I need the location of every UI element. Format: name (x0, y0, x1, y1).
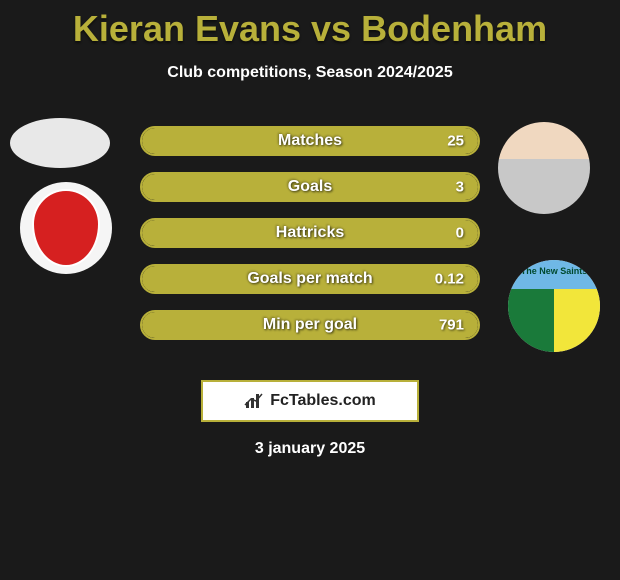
stat-bar: Goals 3 (140, 172, 480, 202)
stat-bar: Min per goal 791 (140, 310, 480, 340)
club-left-badge (20, 182, 112, 274)
footer-date: 3 january 2025 (0, 440, 620, 458)
club-right-green (508, 289, 554, 352)
stat-bar: Goals per match 0.12 (140, 264, 480, 294)
stat-label: Matches (278, 132, 342, 150)
stat-value-right: 0.12 (435, 271, 464, 288)
site-name: FcTables.com (270, 392, 376, 410)
stat-bars: Matches 25 Goals 3 Hattricks 0 Goals per match… (140, 126, 480, 356)
site-badge: FcTables.com (201, 380, 419, 422)
club-right-yellow (554, 289, 600, 352)
player-left-avatar (10, 118, 110, 168)
stat-label: Goals per match (247, 270, 372, 288)
stat-bar: Matches 25 (140, 126, 480, 156)
chart-icon (244, 392, 266, 410)
stat-value-right: 0 (456, 225, 464, 242)
club-left-shield (32, 189, 100, 267)
comparison-area: The New Saints Matches 25 Goals 3 Hattricks 0… (0, 112, 620, 372)
stat-value-right: 3 (456, 179, 464, 196)
club-right-colors (508, 289, 600, 352)
stat-bar: Hattricks 0 (140, 218, 480, 248)
page-title: Kieran Evans vs Bodenham (0, 0, 620, 50)
stat-label: Min per goal (263, 316, 357, 334)
stat-value-right: 791 (439, 317, 464, 334)
club-right-band: The New Saints (508, 260, 600, 289)
page-subtitle: Club competitions, Season 2024/2025 (0, 64, 620, 82)
player-right-avatar (498, 122, 590, 214)
club-right-badge: The New Saints (508, 260, 600, 352)
stat-label: Goals (288, 178, 332, 196)
stat-value-right: 25 (447, 133, 464, 150)
stat-label: Hattricks (276, 224, 344, 242)
